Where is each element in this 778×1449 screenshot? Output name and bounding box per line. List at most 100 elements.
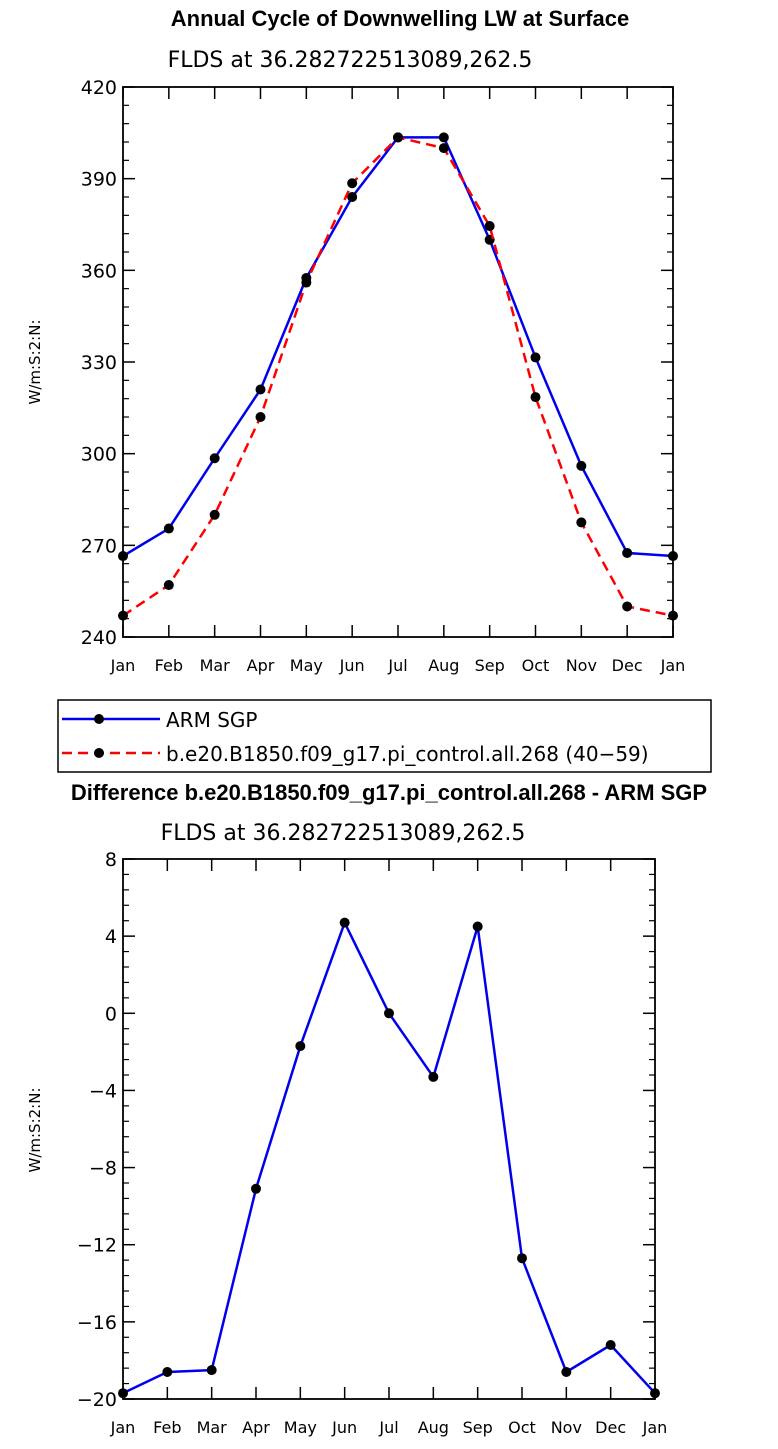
chart1-xtick-label: Aug xyxy=(428,656,459,675)
chart2-plot-frame xyxy=(122,858,656,1400)
chart1-series-0-point xyxy=(438,132,449,143)
chart2-xtick-label: Oct xyxy=(508,1418,536,1437)
annual-cycle-chart: Annual Cycle of Downwelling LW at Surfac… xyxy=(26,6,685,675)
legend-label-model: b.e20.B1850.f09_g17.pi_control.all.268 (… xyxy=(166,742,649,766)
chart1-ytick-label: 390 xyxy=(81,169,117,191)
chart1-xtick-label: Sep xyxy=(475,656,505,675)
chart2-series xyxy=(118,917,660,1399)
chart1-subtitle: FLDS at 36.282722513089,262.5 xyxy=(168,48,533,73)
chart1-series-1-point xyxy=(530,392,541,403)
chart1-xtick-label: Oct xyxy=(522,656,550,675)
chart1-xtick-label: Jun xyxy=(339,656,365,675)
legend-marker-arm-sgp xyxy=(94,714,104,724)
chart1-ytick-label: 330 xyxy=(81,352,117,374)
chart2-xtick-label: Jan xyxy=(110,1418,136,1437)
chart1-series-0-point xyxy=(576,460,587,471)
chart1-series-0-point xyxy=(163,523,174,534)
chart1-xtick-label: Feb xyxy=(155,656,183,675)
chart1-series-1-point xyxy=(255,412,266,422)
chart2-xtick-label: Aug xyxy=(418,1418,449,1437)
chart1-axes: 240 270 300 330 360 390 420 Jan Feb Mar Apr May Jun J… xyxy=(81,77,686,675)
chart1-series-1-point xyxy=(301,277,312,288)
chart2-series-0-point xyxy=(251,1183,261,1194)
chart2-series-0-point xyxy=(650,1388,660,1399)
chart2-series-0-point xyxy=(472,921,483,932)
chart1-series-1-point xyxy=(438,143,449,154)
chart1-series-1-point xyxy=(347,178,358,189)
chart2-series-0-point xyxy=(206,1365,217,1376)
difference-chart: Difference b.e20.B1850.f09_g17.pi_contro… xyxy=(26,780,707,1437)
chart2-series-0-line xyxy=(122,921,656,1395)
chart1-xtick-label: Nov xyxy=(566,656,597,675)
chart1-series-0-point xyxy=(347,192,358,202)
chart1-series-0-point xyxy=(530,352,541,363)
chart2-xtick-label: Dec xyxy=(595,1418,626,1437)
chart2-axes: −20 −16 −12 −8 −4 0 4 8 Jan Feb Mar Apr May Jun Jul Aug… xyxy=(77,849,667,1437)
chart2-ytick-label: −12 xyxy=(77,1235,117,1257)
chart2-series-0-point xyxy=(162,1367,173,1377)
chart2-xtick-label: Sep xyxy=(463,1418,493,1437)
chart2-ytick-label: 8 xyxy=(105,849,117,871)
chart1-series xyxy=(118,132,678,621)
chart2-series-0-point xyxy=(118,1388,128,1399)
chart2-xtick-label: Feb xyxy=(153,1418,181,1437)
chart1-plot-frame xyxy=(122,86,674,638)
chart1-series-0-line xyxy=(122,136,674,558)
legend-box xyxy=(57,699,712,773)
chart2-xtick-label: Jan xyxy=(642,1418,668,1437)
chart1-xtick-label: Mar xyxy=(200,656,231,675)
chart1-series-1-point xyxy=(163,580,174,591)
legend: ARM SGP b.e20.B1850.f09_g17.pi_control.a… xyxy=(57,699,712,773)
chart2-xtick-label: May xyxy=(284,1418,317,1437)
chart1-series-1-point xyxy=(622,601,633,612)
chart1-xtick-label: May xyxy=(290,656,323,675)
chart1-series-1-point xyxy=(668,610,678,621)
chart1-series-0-point xyxy=(622,547,633,558)
chart1-series-0-point xyxy=(209,453,220,464)
chart1-xtick-label: Jan xyxy=(660,656,686,675)
chart2-ytick-label: 4 xyxy=(105,926,117,948)
chart1-title: Annual Cycle of Downwelling LW at Surfac… xyxy=(171,6,629,31)
chart1-series-0-point xyxy=(118,551,128,562)
chart2-xtick-label: Mar xyxy=(197,1418,228,1437)
chart2-series-0-point xyxy=(517,1253,527,1264)
chart2-title: Difference b.e20.B1850.f09_g17.pi_contro… xyxy=(71,780,707,805)
chart1-ytick-label: 240 xyxy=(81,627,117,649)
chart1-xtick-label: Dec xyxy=(612,656,643,675)
chart1-series-1-point xyxy=(118,610,128,621)
chart2-xtick-label: Apr xyxy=(242,1418,270,1437)
chart1-xtick-label: Jan xyxy=(110,656,136,675)
chart1-ytick-label: 270 xyxy=(81,535,117,557)
chart1-series-0-point xyxy=(255,384,266,395)
chart1-series-1-point xyxy=(209,509,220,520)
chart2-subtitle: FLDS at 36.282722513089,262.5 xyxy=(161,821,526,846)
chart2-xtick-label: Jul xyxy=(378,1418,398,1437)
chart1-series-1-point xyxy=(393,132,403,143)
chart2-ylabel: W/m:S:2:N: xyxy=(26,1088,44,1173)
chart2-ytick-label: −16 xyxy=(77,1312,117,1334)
chart2-ytick-label: −8 xyxy=(89,1158,117,1180)
chart2-series-0-point xyxy=(561,1367,572,1377)
chart2-ytick-label: −4 xyxy=(89,1080,117,1102)
chart1-ytick-label: 360 xyxy=(81,260,117,282)
chart1-xtick-label: Jul xyxy=(387,656,407,675)
chart2-series-0-point xyxy=(295,1041,306,1052)
chart1-ytick-label: 420 xyxy=(81,77,117,99)
chart1-ylabel: W/m:S:2:N: xyxy=(26,320,44,405)
chart2-ytick-label: −20 xyxy=(77,1389,117,1411)
chart2-series-0-point xyxy=(384,1008,394,1019)
chart1-series-1-point xyxy=(484,221,495,232)
chart2-ytick-label: 0 xyxy=(105,1003,117,1025)
chart1-ytick-label: 300 xyxy=(81,444,117,466)
chart2-series-0-point xyxy=(428,1071,439,1082)
legend-label-arm-sgp: ARM SGP xyxy=(166,708,257,732)
chart2-series-0-point xyxy=(339,917,350,928)
chart2-xtick-label: Nov xyxy=(551,1418,582,1437)
chart1-series-0-point xyxy=(668,551,678,562)
legend-marker-model xyxy=(94,748,104,758)
chart1-xtick-label: Apr xyxy=(247,656,275,675)
chart2-series-0-point xyxy=(605,1340,616,1350)
chart1-series-1-line xyxy=(122,136,674,617)
chart2-xtick-label: Jun xyxy=(331,1418,357,1437)
